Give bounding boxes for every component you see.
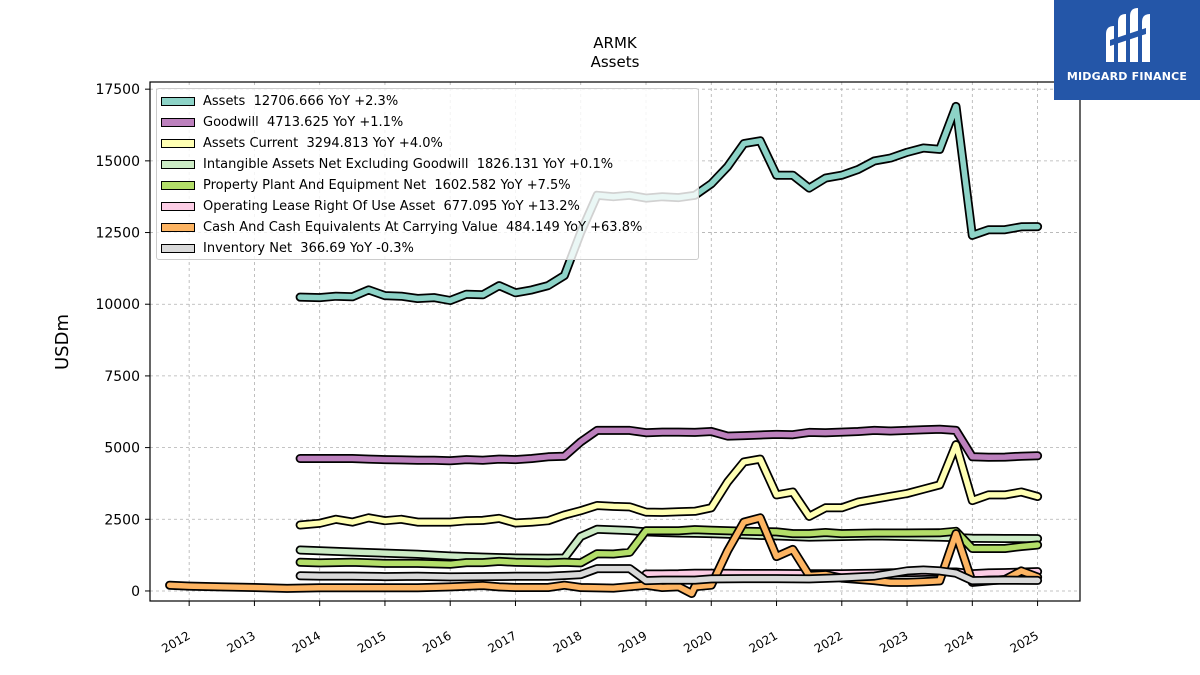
logo-mark-icon xyxy=(1106,8,1150,62)
series-line-cash-and-cash-equivalents-at-carrying-value xyxy=(166,515,1041,597)
legend-swatch xyxy=(161,222,195,232)
legend-item: Operating Lease Right Of Use Asset 677.0… xyxy=(161,196,580,216)
legend-item: Property Plant And Equipment Net 1602.58… xyxy=(161,175,571,195)
watermark-logo: MIDGARD FINANCE xyxy=(1054,0,1200,100)
series-line-property-plant-and-equipment-net xyxy=(297,526,1041,568)
legend-swatch xyxy=(161,117,195,127)
legend-label: Inventory Net 366.69 YoY -0.3% xyxy=(203,240,414,256)
x-tick-label: 2025 xyxy=(1008,628,1041,655)
x-tick-label: 2014 xyxy=(290,628,323,655)
legend-label: Assets 12706.666 YoY +2.3% xyxy=(203,93,399,109)
legend-item: Intangible Assets Net Excluding Goodwill… xyxy=(161,154,613,174)
x-tick-label: 2020 xyxy=(681,628,714,655)
legend-item: Assets 12706.666 YoY +2.3% xyxy=(161,91,398,111)
legend-label: Assets Current 3294.813 YoY +4.0% xyxy=(203,135,443,151)
legend-swatch xyxy=(161,96,195,106)
legend-swatch xyxy=(161,243,195,253)
y-tick-label: 10000 xyxy=(95,297,140,313)
legend-swatch xyxy=(161,159,195,169)
legend-item: Goodwill 4713.625 YoY +1.1% xyxy=(161,112,403,132)
legend-item: Cash And Cash Equivalents At Carrying Va… xyxy=(161,217,642,237)
x-tick-label: 2022 xyxy=(812,628,845,655)
x-tick-label: 2013 xyxy=(224,628,257,655)
series-line-inventory-net xyxy=(297,565,1041,584)
x-tick-label: 2019 xyxy=(616,628,649,655)
legend-label: Cash And Cash Equivalents At Carrying Va… xyxy=(203,219,643,235)
y-tick-label: 17500 xyxy=(95,82,140,98)
legend: Assets 12706.666 YoY +2.3% Goodwill 4713.… xyxy=(156,88,699,260)
x-tick-label: 2015 xyxy=(355,628,388,655)
y-axis: 0 2500 5000 7500 10000 12500 15000 17500 xyxy=(95,82,150,600)
legend-swatch xyxy=(161,180,195,190)
series-line-assets-current xyxy=(297,441,1041,528)
legend-swatch xyxy=(161,138,195,148)
y-tick-label: 5000 xyxy=(104,441,140,457)
x-tick-label: 2012 xyxy=(159,628,192,655)
x-tick-label: 2016 xyxy=(420,628,453,655)
chart-subtitle: Assets xyxy=(591,53,640,71)
x-tick-label: 2021 xyxy=(747,628,780,655)
y-tick-label: 0 xyxy=(131,584,140,600)
logo-text: MIDGARD FINANCE xyxy=(1066,70,1188,83)
legend-label: Intangible Assets Net Excluding Goodwill… xyxy=(203,156,614,172)
legend-item: Assets Current 3294.813 YoY +4.0% xyxy=(161,133,443,153)
legend-label: Goodwill 4713.625 YoY +1.1% xyxy=(203,114,404,130)
x-tick-label: 2023 xyxy=(877,628,910,655)
legend-item: Inventory Net 366.69 YoY -0.3% xyxy=(161,238,414,258)
legend-swatch xyxy=(161,201,195,211)
legend-label: Operating Lease Right Of Use Asset 677.0… xyxy=(203,198,580,214)
x-tick-label: 2024 xyxy=(942,628,975,655)
chart-title: ARMK xyxy=(593,34,638,52)
y-tick-label: 12500 xyxy=(95,226,140,242)
series-line-goodwill xyxy=(297,426,1041,464)
x-axis: 2012 2013 2014 2015 2016 2017 2018 2019 2020 2021… xyxy=(159,601,1041,656)
y-axis-label: USDm xyxy=(52,314,73,370)
x-tick-label: 2018 xyxy=(551,628,584,655)
y-tick-label: 7500 xyxy=(104,369,140,385)
y-tick-label: 15000 xyxy=(95,154,140,170)
legend-label: Property Plant And Equipment Net 1602.58… xyxy=(203,177,571,193)
y-tick-label: 2500 xyxy=(104,512,140,528)
plot-frame xyxy=(149,81,1081,602)
x-tick-label: 2017 xyxy=(486,628,519,655)
